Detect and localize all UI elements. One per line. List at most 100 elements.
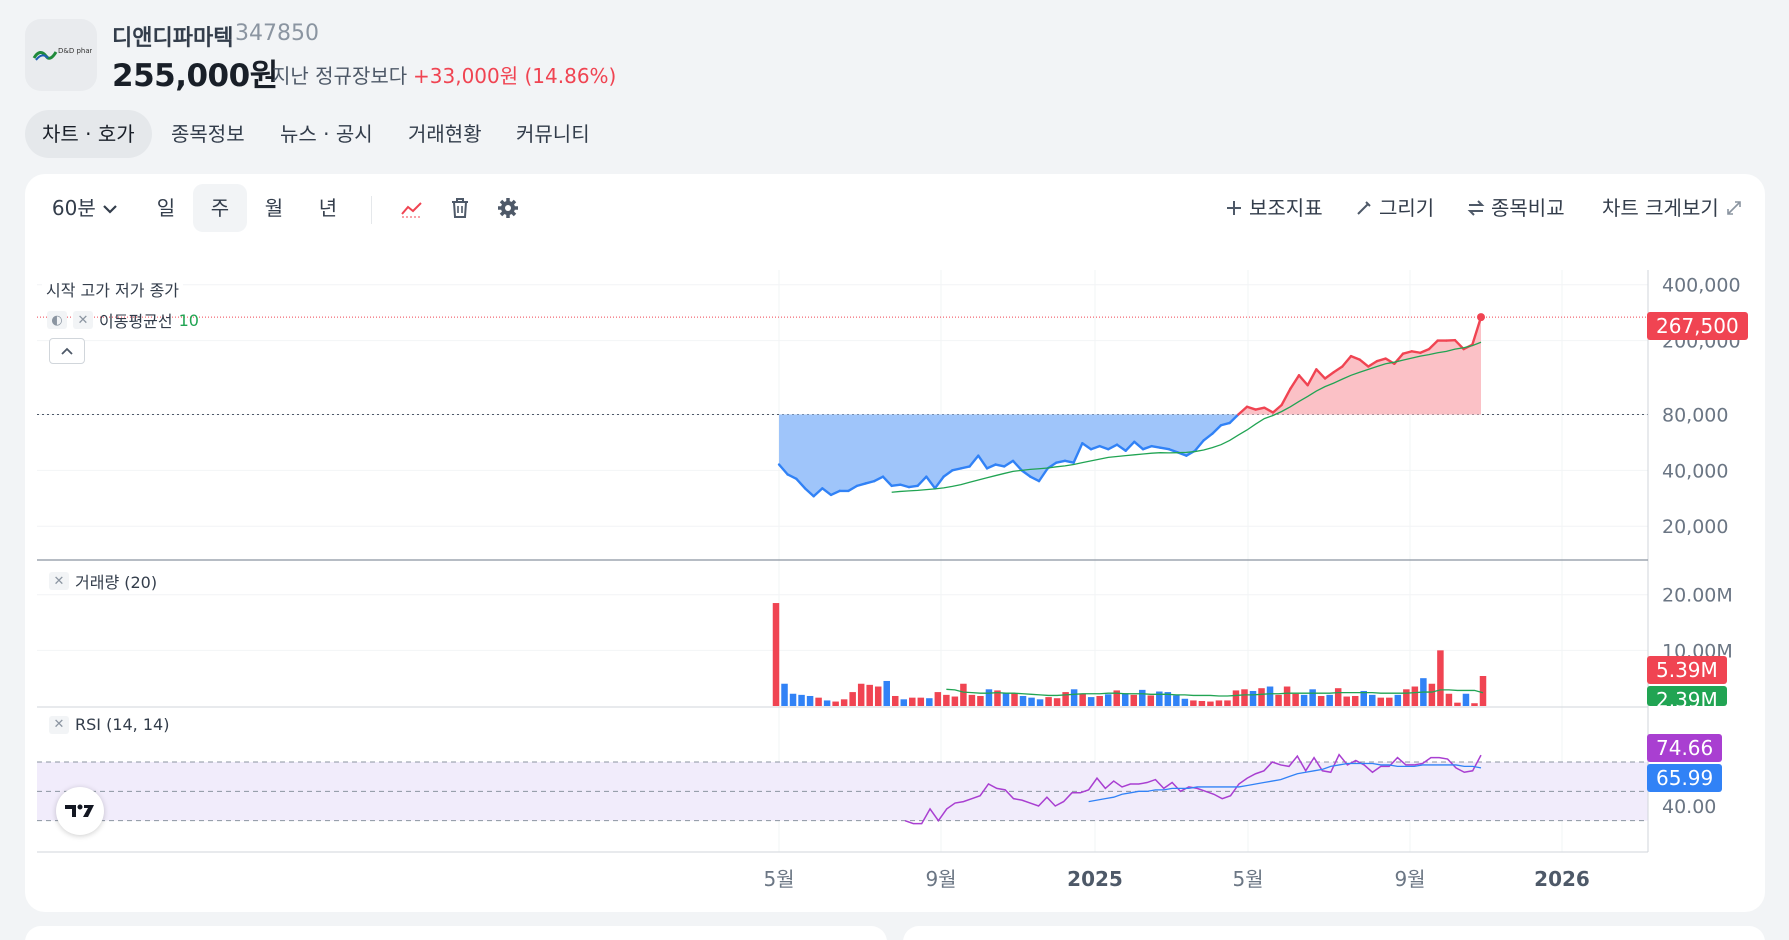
- indicator-button[interactable]: 보조지표: [1225, 184, 1323, 232]
- trash-icon[interactable]: [448, 196, 472, 220]
- volume-bar: [772, 603, 780, 706]
- price-line-segment: [1055, 459, 1067, 464]
- rsi-legend-label: RSI (14, 14): [75, 715, 170, 734]
- price-line-segment: [959, 465, 971, 470]
- close-icon[interactable]: ✕: [49, 715, 69, 734]
- tab-stock-info[interactable]: 종목정보: [171, 122, 245, 146]
- tab-chart[interactable]: 차트 · 호가: [25, 110, 152, 158]
- volume-bar: [1207, 701, 1214, 706]
- draw-label: 그리기: [1379, 196, 1435, 220]
- period-year[interactable]: 년: [318, 196, 338, 220]
- volume-bar: [1045, 697, 1052, 706]
- volume-bar: [781, 683, 788, 706]
- x-tick-label: 9월: [925, 867, 956, 891]
- last-price-tag: 267,500: [1647, 312, 1748, 340]
- volume-bar: [1394, 694, 1402, 706]
- price-line-segment: [916, 475, 928, 488]
- tab-news[interactable]: 뉴스 · 공시: [280, 122, 373, 146]
- price-line-segment: [1063, 459, 1075, 464]
- price-line-segment: [1020, 469, 1032, 478]
- x-tick-label: 2025: [1067, 867, 1123, 891]
- price-line-segment: [1297, 374, 1309, 387]
- y-tick-label: 40.00: [1662, 796, 1716, 818]
- price-line-segment: [847, 484, 859, 493]
- logo-icon: D&D pharmatech: [32, 47, 92, 61]
- price-line-segment: [812, 487, 824, 498]
- rsi-signal-tag: 65.99: [1647, 764, 1723, 792]
- close-icon[interactable]: ✕: [73, 311, 93, 329]
- close-icon[interactable]: ✕: [49, 572, 69, 590]
- tab-community[interactable]: 커뮤니티: [516, 122, 590, 146]
- price-line-segment: [1254, 406, 1266, 411]
- tab-trading[interactable]: 거래현황: [408, 122, 482, 146]
- x-tick-label: 2026: [1534, 867, 1590, 891]
- volume-bar: [1462, 693, 1470, 706]
- price-line-segment: [1401, 350, 1413, 355]
- volume-bar: [1241, 689, 1248, 706]
- price-line-segment: [933, 475, 945, 490]
- ma-line: [891, 341, 1482, 493]
- volume-bar: [1215, 700, 1223, 706]
- period-month[interactable]: 월: [264, 196, 284, 220]
- volume-bar: [909, 697, 916, 706]
- stock-code: 347850: [235, 21, 319, 46]
- volume-bar: [1121, 693, 1129, 706]
- price-line-segment: [1332, 365, 1344, 374]
- price-line-segment: [1167, 448, 1179, 454]
- volume-bar: [1062, 692, 1069, 706]
- price-line-segment: [1089, 444, 1101, 451]
- price-line-segment: [1245, 405, 1257, 411]
- volume-bar: [1334, 688, 1342, 706]
- volume-bar: [798, 694, 805, 706]
- price-line-segment: [1029, 475, 1041, 483]
- fullscreen-button[interactable]: 차트 크게보기: [1602, 184, 1743, 232]
- volume-bar: [1096, 695, 1103, 706]
- tradingview-logo[interactable]: [56, 787, 104, 835]
- price-line-segment: [795, 477, 807, 490]
- volume-bar: [1437, 650, 1444, 706]
- price-line-segment: [803, 487, 815, 498]
- eye-off-icon[interactable]: ◐: [47, 311, 67, 329]
- volume-bar: [832, 701, 839, 706]
- gear-icon[interactable]: [496, 196, 520, 220]
- period-week[interactable]: 주: [193, 184, 247, 232]
- volume-legend: ✕ 거래량 (20): [49, 569, 157, 593]
- price-line-segment: [1271, 403, 1283, 414]
- volume-bar: [1369, 694, 1376, 706]
- price-line-segment: [1150, 444, 1162, 449]
- volume-tag: 5.39M: [1647, 656, 1727, 684]
- draw-button[interactable]: 그리기: [1355, 184, 1434, 232]
- volume-bar: [849, 692, 856, 706]
- volume-bar: [1249, 690, 1257, 706]
- rsi-legend: ✕ RSI (14, 14): [49, 715, 169, 734]
- period-day[interactable]: 일: [156, 196, 176, 220]
- interval-dropdown[interactable]: 60분: [43, 184, 127, 232]
- price-line-segment: [1072, 442, 1084, 464]
- svg-text:D&D pharmatech: D&D pharmatech: [58, 47, 92, 55]
- volume-avg-tag: 2.39M: [1647, 686, 1727, 706]
- volume-bar: [977, 695, 984, 706]
- rsi-signal-line: [1088, 762, 1482, 803]
- volume-bar: [1190, 700, 1197, 706]
- price-line-segment: [1124, 440, 1136, 452]
- volume-bar: [1079, 693, 1086, 706]
- price-line-segment: [1159, 446, 1171, 451]
- compare-button[interactable]: 종목비교: [1467, 184, 1565, 232]
- price-line-segment: [942, 469, 954, 478]
- volume-bar: [1019, 695, 1027, 706]
- price-line-segment: [1315, 368, 1327, 380]
- price-line-segment: [907, 484, 919, 489]
- volume-bar: [951, 696, 959, 706]
- price-line-segment: [1341, 354, 1353, 368]
- price-line-segment: [1289, 374, 1301, 390]
- price-line-segment: [985, 463, 997, 470]
- line-chart-icon[interactable]: [400, 196, 424, 220]
- collapse-button[interactable]: [49, 338, 85, 364]
- price-line-segment: [1003, 459, 1015, 468]
- y-tick-label: 20.00M: [1662, 585, 1733, 607]
- price-line-segment: [1280, 387, 1292, 407]
- volume-bar: [866, 684, 873, 706]
- volume-bar: [1087, 697, 1095, 706]
- volume-bar: [985, 689, 993, 706]
